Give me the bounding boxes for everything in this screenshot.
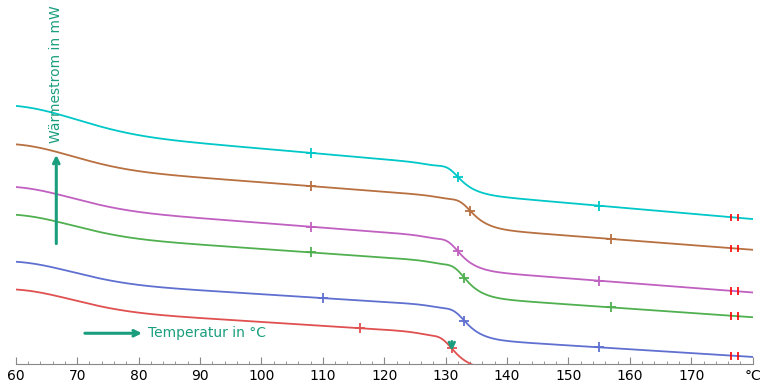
Text: Temperatur in °C: Temperatur in °C bbox=[148, 326, 266, 340]
Text: Wärmestrom in mW: Wärmestrom in mW bbox=[49, 5, 63, 143]
